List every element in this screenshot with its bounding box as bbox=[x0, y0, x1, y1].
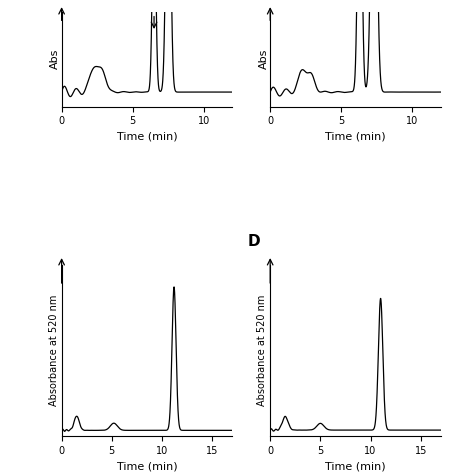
X-axis label: Time (min): Time (min) bbox=[117, 461, 177, 471]
X-axis label: Time (min): Time (min) bbox=[325, 461, 386, 471]
Text: D: D bbox=[247, 234, 260, 249]
Y-axis label: Abs: Abs bbox=[259, 49, 269, 69]
X-axis label: Time (min): Time (min) bbox=[117, 132, 177, 142]
X-axis label: Time (min): Time (min) bbox=[325, 132, 386, 142]
Y-axis label: Absorbance at 520 nm: Absorbance at 520 nm bbox=[257, 295, 267, 406]
Y-axis label: Absorbance at 520 nm: Absorbance at 520 nm bbox=[49, 295, 59, 406]
Y-axis label: Abs: Abs bbox=[50, 49, 60, 69]
